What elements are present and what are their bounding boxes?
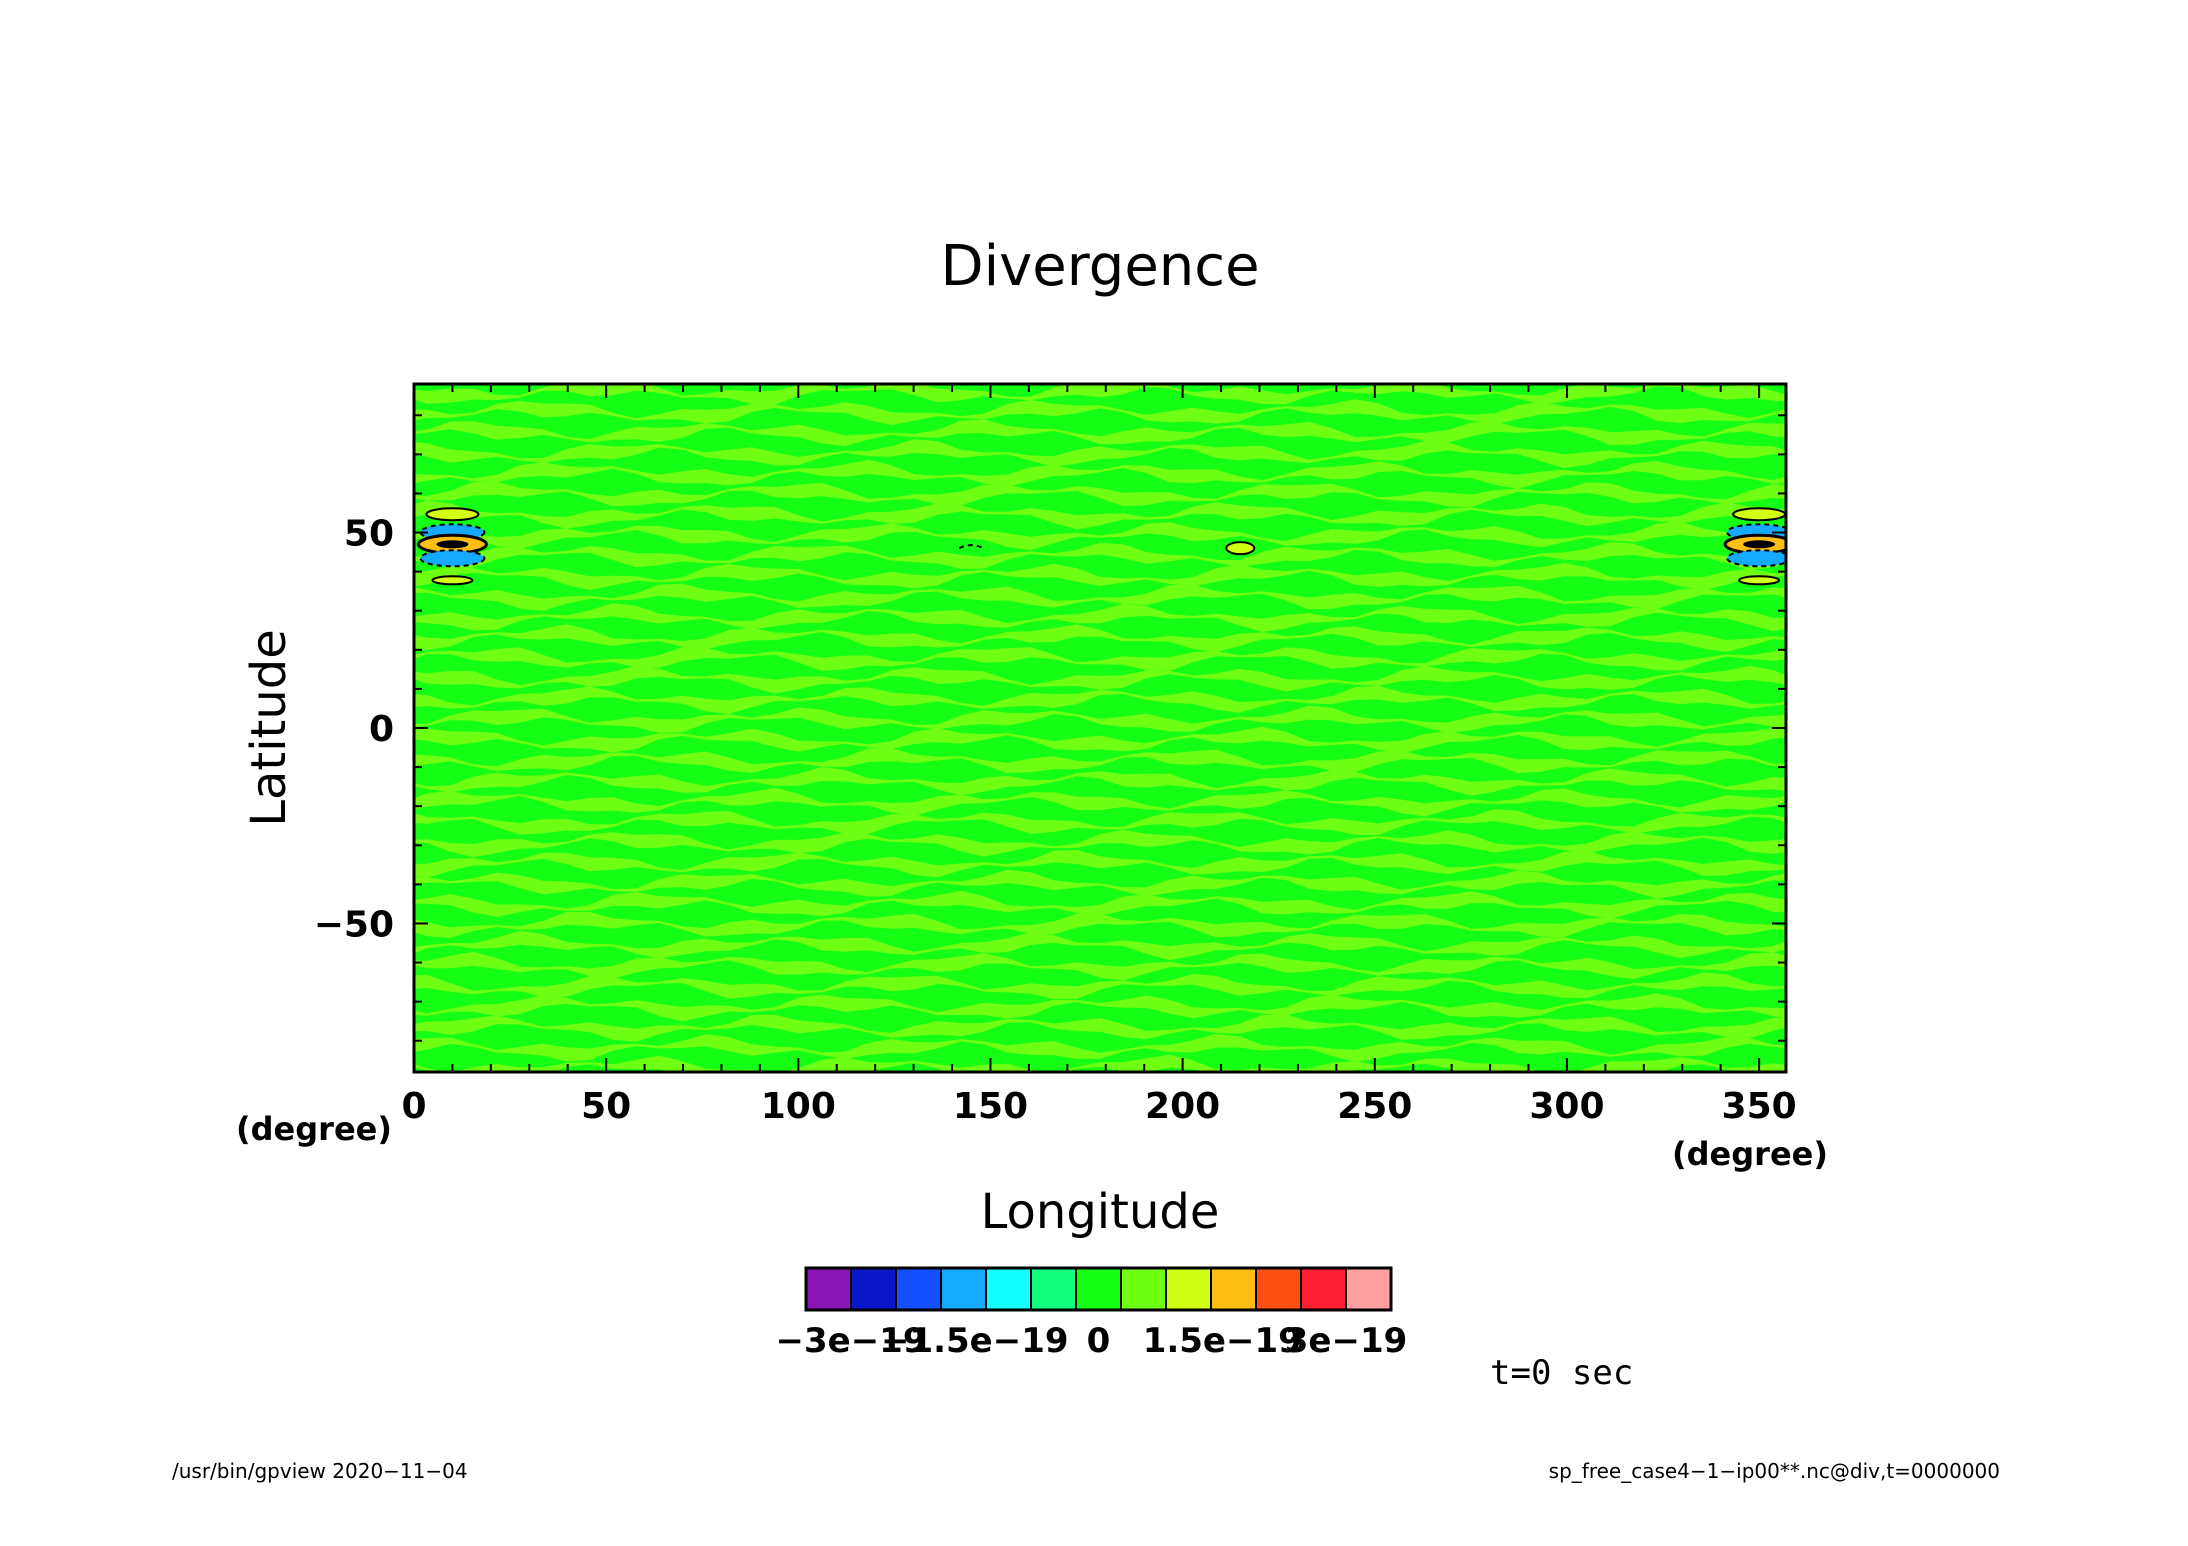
y-tick-label: 0: [369, 709, 394, 750]
x-axis-title: Longitude: [981, 1184, 1220, 1240]
field-band: [414, 869, 1786, 899]
field-band: [414, 685, 1786, 715]
field-band: [414, 951, 1786, 981]
field-band: [414, 583, 1786, 611]
colorbar-swatch: [1075, 1267, 1122, 1311]
field-band: [414, 500, 1786, 530]
x-tick-label: 100: [761, 1086, 836, 1127]
colorbar-swatch: [985, 1267, 1032, 1311]
contour-small-negative: [958, 544, 984, 550]
x-tick-label: 250: [1337, 1086, 1412, 1127]
colorbar-swatch: [895, 1267, 942, 1311]
y-tick-label: −50: [314, 904, 394, 945]
colorbar-swatch: [1345, 1267, 1392, 1311]
contour-negative: [419, 549, 486, 568]
y-axis-title: Latitude: [241, 629, 297, 827]
field-band: [414, 384, 1786, 405]
time-annotation: t=0 sec: [1490, 1353, 1633, 1393]
field-band: [414, 890, 1786, 919]
x-tick-label: 50: [581, 1086, 631, 1127]
field-band: [414, 481, 1786, 508]
field-band: [414, 562, 1786, 591]
field-band: [414, 748, 1786, 773]
field-band: [414, 993, 1786, 1022]
colorbar-label: 1.5e−19: [1143, 1321, 1302, 1361]
x-tick-label: 300: [1529, 1086, 1604, 1127]
field-band: [414, 912, 1786, 938]
x-tick-label: 350: [1722, 1086, 1797, 1127]
colorbar: [804, 1266, 1393, 1312]
chart-title: Divergence: [940, 234, 1259, 299]
field-band: [414, 767, 1786, 796]
field-band: [414, 830, 1786, 858]
colorbar-swatch: [940, 1267, 987, 1311]
colorbar-swatch: [850, 1267, 897, 1311]
y-tick-label: 50: [344, 514, 394, 555]
colorbar-swatch: [1255, 1267, 1302, 1311]
field-band: [414, 459, 1786, 489]
field-band: [414, 419, 1786, 447]
field-band: [414, 787, 1786, 817]
field-band: [414, 665, 1786, 694]
contour-features: [416, 507, 1786, 586]
contour-center: [436, 540, 469, 549]
x-tick-label: 200: [1145, 1086, 1220, 1127]
field-band: [414, 726, 1786, 754]
field-bands: [414, 384, 1786, 1072]
colorbar-swatch: [805, 1267, 852, 1311]
x-unit-right: (degree): [1672, 1135, 1828, 1173]
field-band: [414, 1014, 1786, 1042]
colorbar-label: 0: [1087, 1321, 1111, 1361]
colorbar-label: −1.5e−19: [881, 1321, 1069, 1361]
field-band: [414, 972, 1786, 1000]
field-band: [414, 1054, 1786, 1072]
field-band: [414, 809, 1786, 835]
colorbar-swatch: [1030, 1267, 1077, 1311]
field-band: [414, 1033, 1786, 1063]
colorbar-swatch: [1165, 1267, 1212, 1311]
contour-positive: [425, 507, 480, 522]
contour-small-positive: [1225, 541, 1256, 556]
contour-positive: [1732, 507, 1786, 522]
colorbar-frame: [804, 1266, 1393, 1312]
field-band: [414, 439, 1786, 468]
x-axis: 0 50 100 150 200 250 300 350: [401, 384, 1797, 1127]
colorbar-swatch: [1120, 1267, 1167, 1311]
colorbar-label: 3e−19: [1285, 1321, 1408, 1361]
contour-center: [1743, 540, 1776, 549]
field-band: [414, 930, 1786, 961]
y-axis: 50 0 −50: [314, 414, 1786, 1042]
field-band: [414, 647, 1786, 671]
contour-positive: [431, 575, 474, 586]
field-band: [414, 705, 1786, 734]
plot-area: [414, 384, 1786, 1072]
x-tick-label: 0: [401, 1086, 426, 1127]
field-band: [414, 850, 1786, 878]
x-unit-left: (degree): [236, 1110, 392, 1148]
contour-negative: [1726, 549, 1786, 568]
colorbar-swatch: [1210, 1267, 1257, 1311]
field-band: [414, 521, 1786, 551]
x-tick-label: 150: [953, 1086, 1028, 1127]
footer-program: /usr/bin/gpview 2020−11−04: [172, 1459, 468, 1483]
field-band: [414, 603, 1786, 632]
field-band: [414, 542, 1786, 571]
colorbar-swatch: [1300, 1267, 1347, 1311]
field-band: [414, 399, 1786, 425]
field-band: [414, 624, 1786, 653]
colorbar-label: −3e−19: [775, 1321, 926, 1361]
contour-positive: [1738, 575, 1781, 586]
footer-source: sp_free_case4−1−ip00**.nc@div,t=0000000: [1549, 1459, 2000, 1483]
